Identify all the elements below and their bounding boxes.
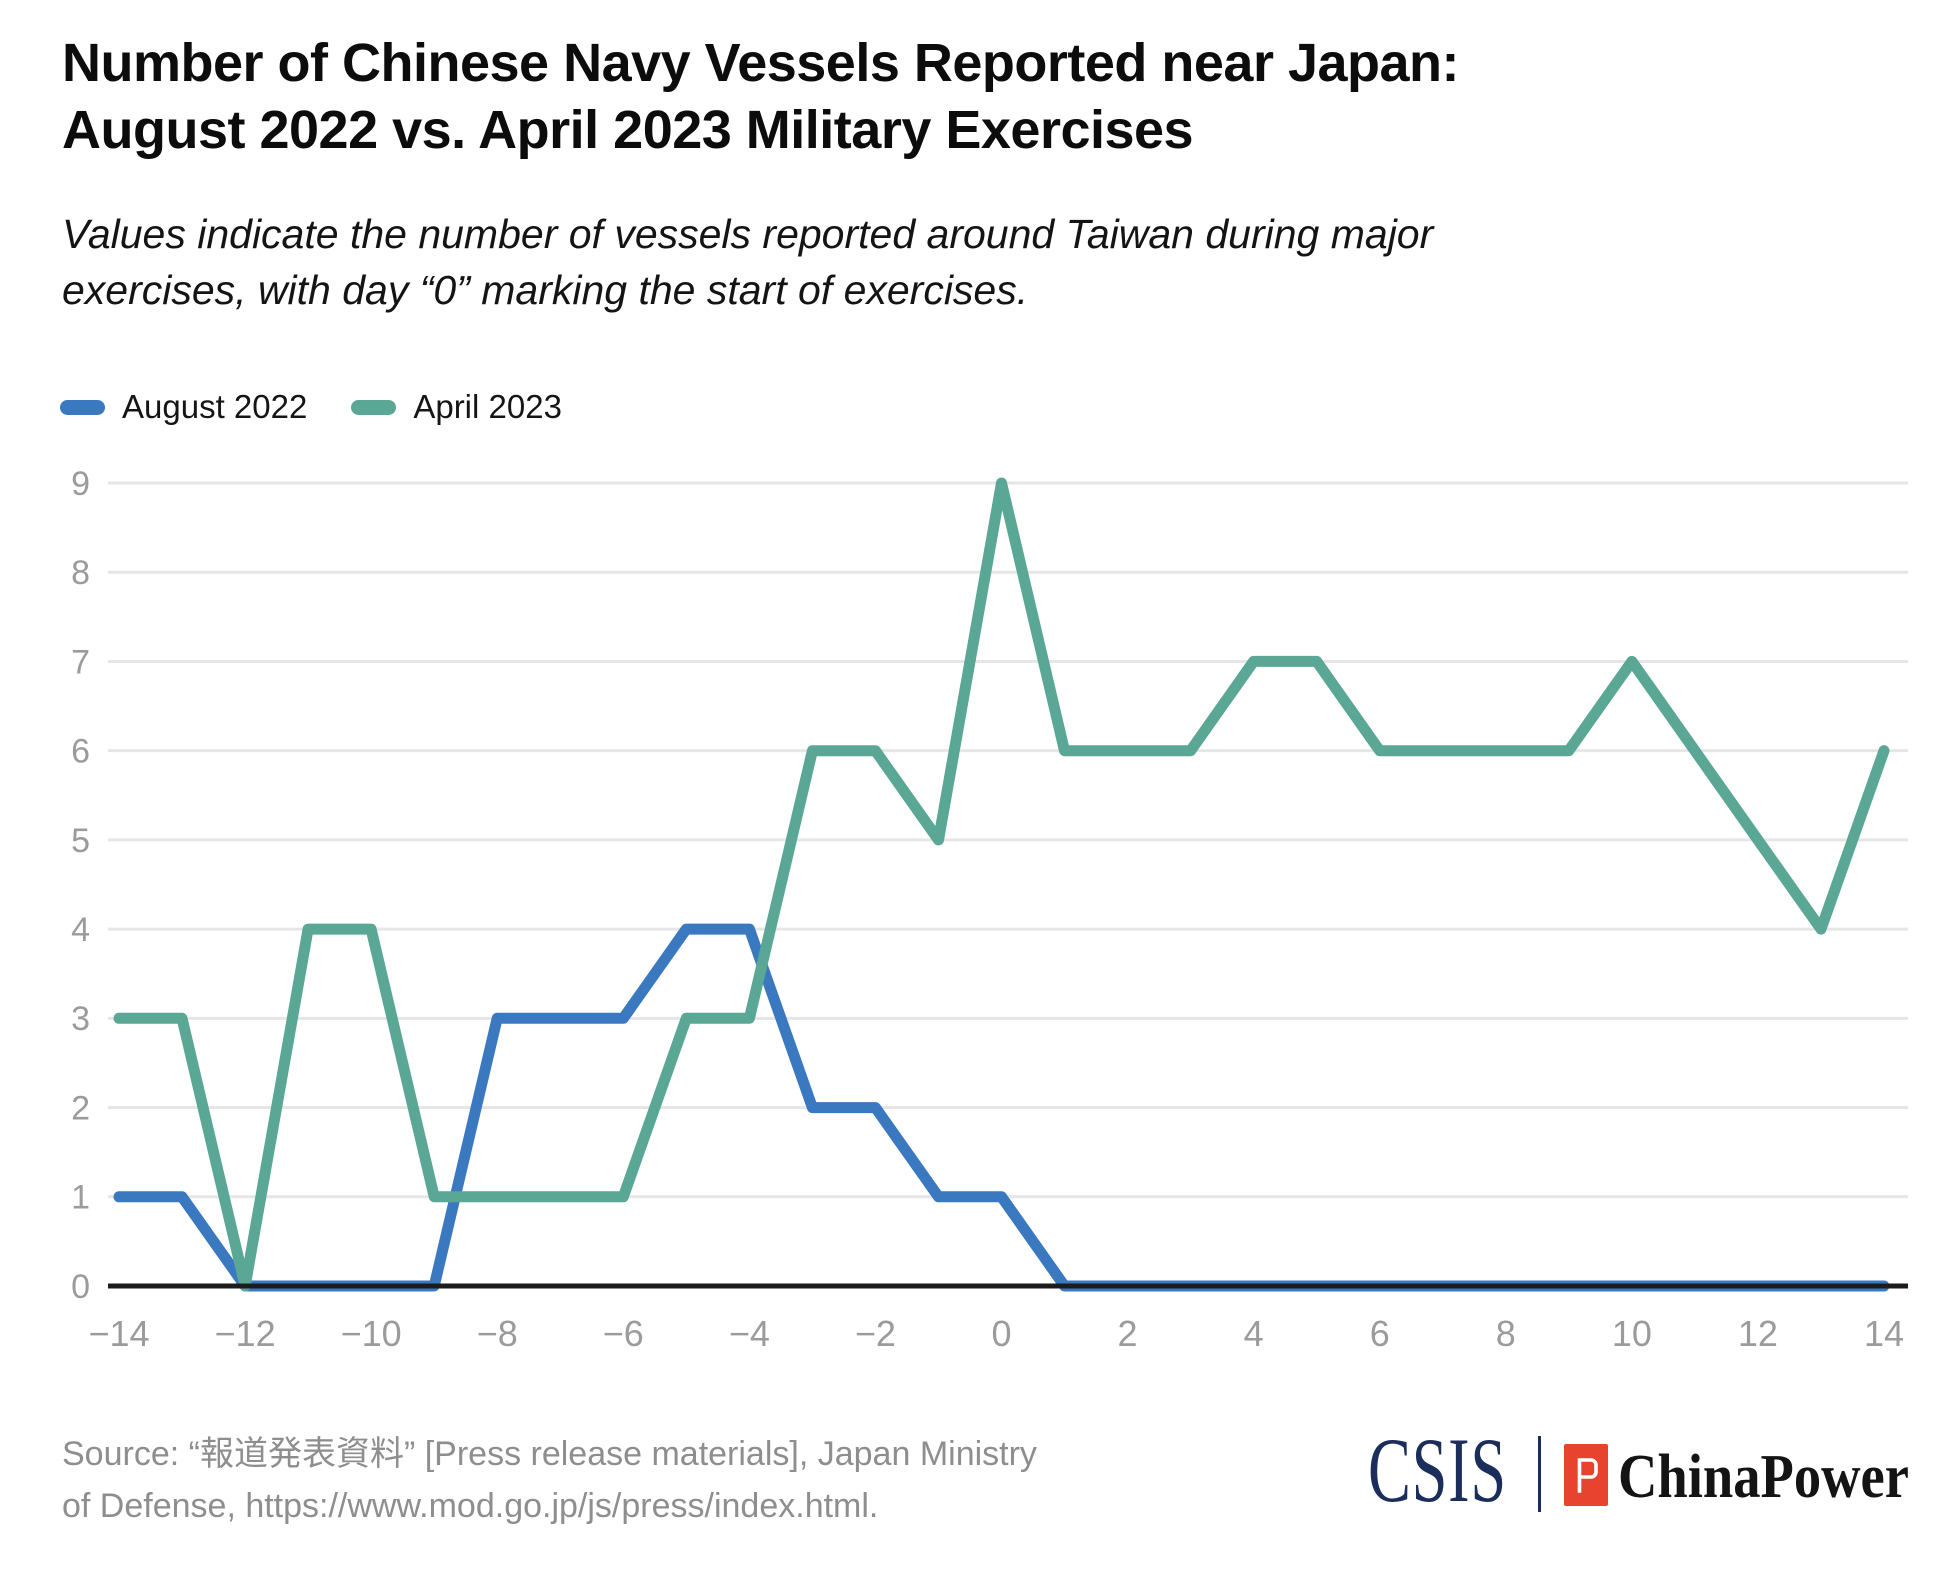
x-axis-tick-label: 14	[1864, 1313, 1904, 1354]
y-axis-tick-label: 0	[71, 1268, 90, 1306]
legend-label: August 2022	[122, 388, 308, 425]
x-axis-tick-label: 10	[1612, 1313, 1652, 1354]
x-axis-tick-label: 8	[1496, 1313, 1516, 1354]
y-axis-tick-label: 9	[71, 465, 90, 503]
y-axis-tick-label: 7	[71, 643, 90, 681]
source-note: Source: “報道発表資料” [Press release material…	[62, 1428, 1037, 1532]
y-axis-tick-label: 8	[71, 554, 90, 592]
x-axis-tick-label: 2	[1118, 1313, 1138, 1354]
legend-label: April 2023	[413, 388, 562, 425]
x-axis-tick-label: −8	[477, 1313, 518, 1354]
legend-swatch-august-2022	[60, 399, 105, 415]
y-axis-tick-label: 1	[71, 1179, 90, 1217]
subtitle-line-2: exercises, with day “0” marking the star…	[62, 267, 1029, 313]
logo-row: CSIS ChinaPower	[1360, 1420, 1920, 1530]
chart-legend: August 2022 April 2023	[60, 388, 562, 426]
x-axis-tick-label: 12	[1738, 1313, 1778, 1354]
x-axis-tick-label: 4	[1244, 1313, 1264, 1354]
x-axis-tick-label: −10	[341, 1313, 402, 1354]
square-p-glyph	[1577, 1458, 1598, 1493]
chinapower-logo-icon	[1564, 1444, 1608, 1506]
y-axis-tick-label: 2	[71, 1089, 90, 1127]
y-axis-tick-label: 5	[71, 822, 90, 860]
logo-divider	[1538, 1436, 1541, 1512]
y-axis-tick-label: 3	[71, 1000, 90, 1038]
series-line-april-2023	[113, 477, 1890, 1292]
title-line-2: August 2022 vs. April 2023 Military Exer…	[62, 100, 1194, 160]
x-axis-tick-label: 6	[1370, 1313, 1390, 1354]
legend-item-april-2023: April 2023	[351, 388, 562, 426]
chart-subtitle: Values indicate the number of vessels re…	[62, 206, 1622, 318]
source-line-2: of Defense, https://www.mod.go.jp/js/pre…	[62, 1487, 879, 1525]
x-axis-tick-label: −14	[88, 1313, 149, 1354]
chinapower-logo-text: ChinaPower	[1618, 1443, 1909, 1511]
x-axis-tick-label: −4	[729, 1313, 770, 1354]
x-axis-tick-label: −6	[603, 1313, 644, 1354]
y-axis-tick-label: 6	[71, 733, 90, 771]
title-line-1: Number of Chinese Navy Vessels Reported …	[62, 33, 1460, 93]
y-axis-tick-label: 4	[71, 911, 90, 949]
source-line-1: Source: “報道発表資料” [Press release material…	[62, 1435, 1037, 1473]
x-axis-tick-label: 0	[991, 1313, 1011, 1354]
x-axis-tick-label: −2	[855, 1313, 896, 1354]
legend-swatch-april-2023	[351, 399, 397, 415]
subtitle-line-1: Values indicate the number of vessels re…	[62, 211, 1434, 257]
legend-item-august-2022: August 2022	[60, 388, 307, 426]
page-title: Number of Chinese Navy Vessels Reported …	[62, 30, 1562, 164]
x-axis-tick-label: −12	[215, 1313, 276, 1354]
csis-logo: CSIS	[1368, 1419, 1507, 1521]
